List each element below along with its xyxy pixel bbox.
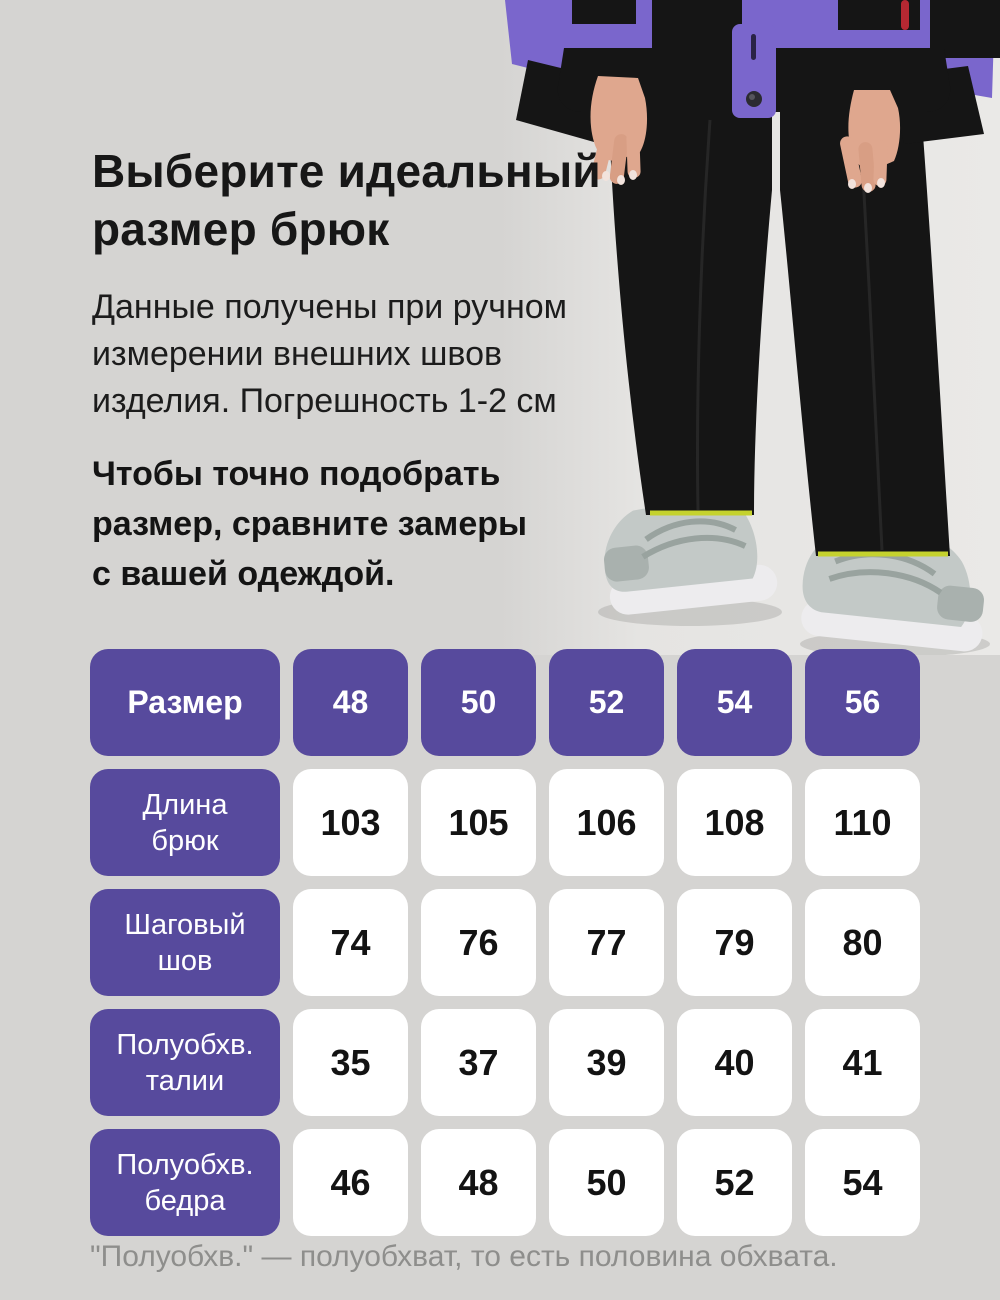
size-52-cell: 52 (549, 649, 664, 756)
page-title: Выберите идеальный размер брюк (92, 145, 601, 255)
row-label: Шаговый шов (90, 889, 280, 996)
value-cell: 50 (549, 1129, 664, 1236)
left-sneaker (603, 497, 778, 615)
value-cell: 74 (293, 889, 408, 996)
row-label: Длина брюк (90, 769, 280, 876)
value-cell: 80 (805, 889, 920, 996)
red-zipper-pull (901, 0, 909, 30)
value-cell: 110 (805, 769, 920, 876)
cta-text: Чтобы точно подобрать размер, сравните з… (92, 455, 528, 593)
value-cell: 106 (549, 769, 664, 876)
value-cell: 105 (421, 769, 536, 876)
value-cell: 40 (677, 1009, 792, 1116)
value-cell: 37 (421, 1009, 536, 1116)
size-table: Размер 48 50 52 54 56 Длина брюк 103 105… (90, 649, 920, 1236)
value-cell: 46 (293, 1129, 408, 1236)
size-48-cell: 48 (293, 649, 408, 756)
right-sneaker (801, 533, 984, 652)
value-cell: 41 (805, 1009, 920, 1116)
size-50-cell: 50 (421, 649, 536, 756)
size-54-cell: 54 (677, 649, 792, 756)
value-cell: 103 (293, 769, 408, 876)
value-cell: 76 (421, 889, 536, 996)
left-hand (590, 76, 648, 185)
value-cell: 35 (293, 1009, 408, 1116)
size-header-cell: Размер (90, 649, 280, 756)
value-cell: 39 (549, 1009, 664, 1116)
footnote: "Полуобхв." — полуобхват, то есть полови… (90, 1240, 838, 1273)
jacket (505, 0, 1000, 144)
value-cell: 48 (421, 1129, 536, 1236)
value-cell: 77 (549, 889, 664, 996)
copy-block: Выберите идеальный размер брюк Данные по… (92, 142, 667, 599)
intro-text: Данные получены при ручном измерении вне… (92, 288, 568, 420)
ski-pants (608, 95, 950, 557)
value-cell: 79 (677, 889, 792, 996)
value-cell: 108 (677, 769, 792, 876)
row-label: Полуобхв. талии (90, 1009, 280, 1116)
value-cell: 52 (677, 1129, 792, 1236)
model-photo (500, 0, 1000, 655)
size-56-cell: 56 (805, 649, 920, 756)
row-label: Полуобхв. бедра (90, 1129, 280, 1236)
jacket-placket (732, 24, 776, 118)
value-cell: 54 (805, 1129, 920, 1236)
right-hand (840, 90, 901, 193)
